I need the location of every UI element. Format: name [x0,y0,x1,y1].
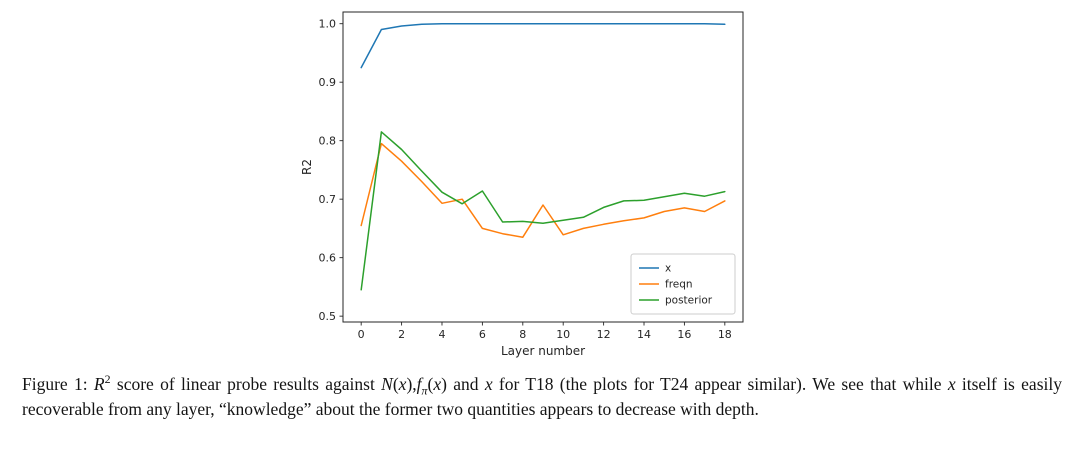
caption-segment: for T18 (the plots for T24 appear simila… [492,374,948,394]
figure-caption: Figure 1: R2 score of linear probe resul… [22,372,1062,422]
legend-box [630,253,736,315]
y-axis-label: R2 [300,159,314,175]
caption-segment: score of linear probe results against [110,374,382,394]
series-line-posterior [360,131,726,291]
legend-label-posterior: posterior [665,295,713,307]
caption-segment: ( [392,374,399,394]
caption-segment: x [398,374,407,394]
series-line-freqn [360,142,726,238]
legend-label-freqn: freqn [665,279,693,291]
x-tick-label: 4 [438,328,445,341]
y-tick-label: 0.9 [319,76,337,89]
caption-segment: ) and [441,374,485,394]
caption-segment: Figure 1: [22,374,94,394]
x-tick-label: 14 [637,328,651,341]
caption-segment: 2 [104,372,111,387]
x-tick-label: 10 [556,328,570,341]
caption-segment: ), [406,374,417,394]
x-tick-label: 8 [519,328,526,341]
legend-label-x: x [665,263,671,275]
y-tick-label: 0.5 [319,310,337,323]
y-tick-label: 0.7 [319,193,337,206]
x-tick-label: 2 [398,328,405,341]
caption-segment: N [381,374,393,394]
caption-segment: f [416,374,422,394]
figure-chart-panel: 0 2 4 6 8 10 12 14 16 18 0.5 0.6 0.7 0.8 0.9 1.0 Layer n… [298,0,768,368]
caption-segment: x [484,374,493,394]
x-axis-label: Layer number [501,344,585,358]
x-tick-label: 16 [677,328,691,341]
x-tick-label: 12 [597,328,611,341]
y-tick-label: 0.6 [319,252,337,265]
caption-segment: x [433,374,442,394]
y-tick-label: 0.8 [319,135,337,148]
series-line-x [360,22,726,69]
caption-segment: ( [427,374,434,394]
x-tick-label: 18 [718,328,732,341]
plot-frame [342,11,744,323]
caption-segment: itself is easily recoverable from any la… [22,374,1062,419]
caption-segment: x [947,374,956,394]
line-chart: 0 2 4 6 8 10 12 14 16 18 0.5 0.6 0.7 0.8 0.9 1.0 Layer n… [300,11,744,358]
caption-segment: π [421,383,428,398]
x-tick-label: 6 [479,328,486,341]
caption-segment: R [93,374,105,394]
y-tick-label: 1.0 [319,18,337,31]
x-tick-label: 0 [358,328,365,341]
